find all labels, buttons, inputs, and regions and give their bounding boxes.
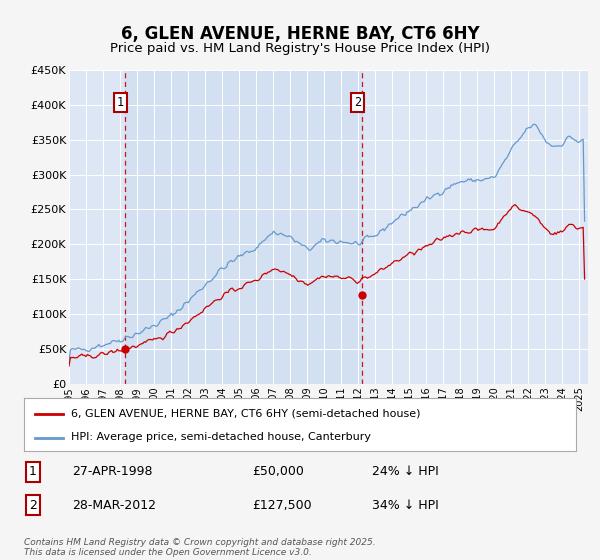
Text: Price paid vs. HM Land Registry's House Price Index (HPI): Price paid vs. HM Land Registry's House … [110,42,490,55]
Text: 34% ↓ HPI: 34% ↓ HPI [372,498,439,512]
Text: 28-MAR-2012: 28-MAR-2012 [72,498,156,512]
Text: 24% ↓ HPI: 24% ↓ HPI [372,465,439,478]
Text: £127,500: £127,500 [252,498,311,512]
Text: 1: 1 [29,465,37,478]
Bar [125,70,362,384]
Text: £50,000: £50,000 [252,465,304,478]
Text: 2: 2 [353,96,361,109]
Text: 6, GLEN AVENUE, HERNE BAY, CT6 6HY (semi-detached house): 6, GLEN AVENUE, HERNE BAY, CT6 6HY (semi… [71,409,421,418]
Text: 2: 2 [29,498,37,512]
Text: HPI: Average price, semi-detached house, Canterbury: HPI: Average price, semi-detached house,… [71,432,371,442]
Text: 1: 1 [117,96,124,109]
Text: Contains HM Land Registry data © Crown copyright and database right 2025.
This d: Contains HM Land Registry data © Crown c… [24,538,376,557]
Text: 27-APR-1998: 27-APR-1998 [72,465,152,478]
Text: 6, GLEN AVENUE, HERNE BAY, CT6 6HY: 6, GLEN AVENUE, HERNE BAY, CT6 6HY [121,25,479,43]
